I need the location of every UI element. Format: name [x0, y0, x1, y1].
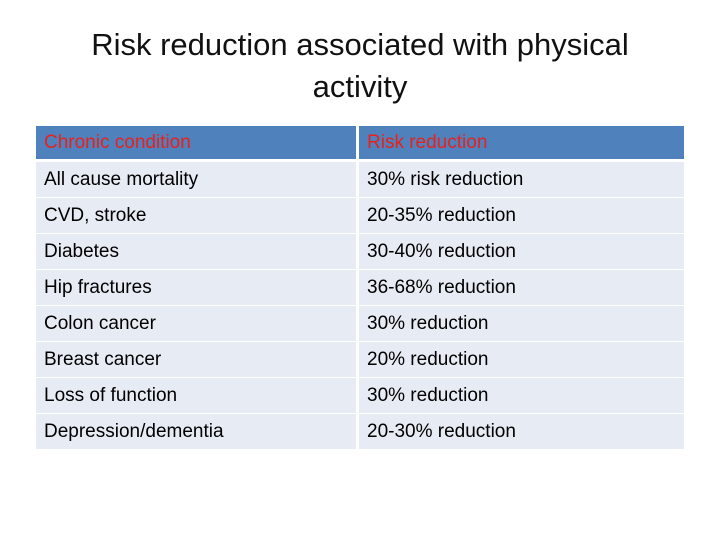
table-row: Breast cancer 20% reduction: [36, 342, 684, 378]
table-row: Hip fractures 36-68% reduction: [36, 270, 684, 306]
risk-cell: 20% reduction: [359, 342, 684, 378]
table-row: All cause mortality 30% risk reduction: [36, 162, 684, 198]
condition-cell: Colon cancer: [36, 306, 359, 342]
table-body: All cause mortality 30% risk reduction C…: [36, 162, 684, 450]
table-row: CVD, stroke 20-35% reduction: [36, 198, 684, 234]
risk-cell: 20-35% reduction: [359, 198, 684, 234]
condition-cell: All cause mortality: [36, 162, 359, 198]
table-header: Chronic condition Risk reduction: [36, 126, 684, 162]
risk-cell: 30% risk reduction: [359, 162, 684, 198]
risk-cell: 30% reduction: [359, 378, 684, 414]
condition-cell: Breast cancer: [36, 342, 359, 378]
table-row: Depression/dementia 20-30% reduction: [36, 414, 684, 450]
condition-cell: Depression/dementia: [36, 414, 359, 450]
table-row: Diabetes 30-40% reduction: [36, 234, 684, 270]
slide-title-line-2: activity: [312, 69, 408, 104]
risk-reduction-table: Chronic condition Risk reduction All cau…: [36, 126, 684, 450]
header-risk-reduction: Risk reduction: [359, 126, 684, 162]
slide-title: Risk reduction associated with physical …: [40, 24, 680, 108]
risk-cell: 36-68% reduction: [359, 270, 684, 306]
condition-cell: Diabetes: [36, 234, 359, 270]
risk-cell: 30% reduction: [359, 306, 684, 342]
condition-cell: CVD, stroke: [36, 198, 359, 234]
risk-cell: 20-30% reduction: [359, 414, 684, 450]
table-row: Colon cancer 30% reduction: [36, 306, 684, 342]
condition-cell: Loss of function: [36, 378, 359, 414]
condition-cell: Hip fractures: [36, 270, 359, 306]
risk-cell: 30-40% reduction: [359, 234, 684, 270]
header-row: Chronic condition Risk reduction: [36, 126, 684, 162]
header-chronic-condition: Chronic condition: [36, 126, 359, 162]
slide-title-line-1: Risk reduction associated with physical: [91, 27, 629, 62]
table-row: Loss of function 30% reduction: [36, 378, 684, 414]
